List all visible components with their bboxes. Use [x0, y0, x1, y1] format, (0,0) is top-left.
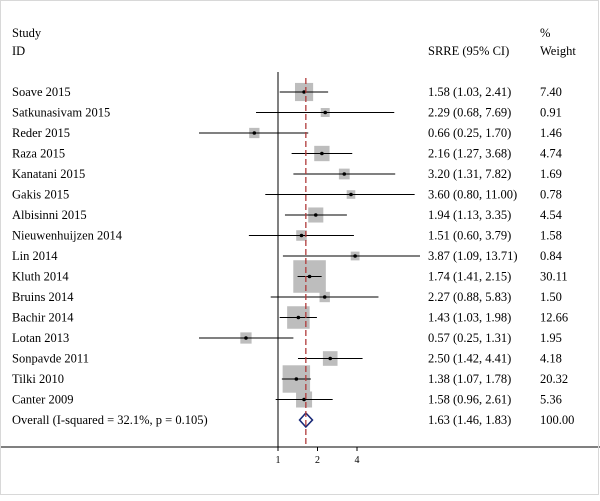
study-point	[296, 315, 301, 320]
study-ci-text: 0.57 (0.25, 1.31)	[428, 331, 511, 345]
study-label: Soave 2015	[12, 85, 71, 99]
study-label: Gakis 2015	[12, 188, 69, 202]
header-effect: SRRE (95% CI)	[428, 44, 509, 58]
study-point	[353, 254, 357, 258]
study-point	[320, 151, 324, 156]
study-weight-text: 30.11	[540, 270, 568, 284]
study-ci-text: 1.74 (1.41, 2.15)	[428, 270, 511, 284]
study-point	[313, 213, 318, 217]
study-weight-text: 0.78	[540, 188, 562, 202]
x-tick-label: 2	[315, 455, 320, 466]
study-label: Kluth 2014	[12, 270, 69, 284]
study-label: Lotan 2013	[12, 331, 69, 345]
study-ci-text: 1.94 (1.13, 3.35)	[428, 208, 511, 222]
study-weight-text: 1.95	[540, 331, 562, 345]
study-weight-text: 0.91	[540, 106, 562, 120]
study-label: Albisinni 2015	[12, 208, 87, 222]
study-ci-text: 1.43 (1.03, 1.98)	[428, 311, 511, 325]
study-ci-text: 3.87 (1.09, 13.71)	[428, 249, 518, 263]
study-weight-text: 0.84	[540, 249, 563, 263]
study-point	[328, 356, 333, 361]
overall-weight-text: 100.00	[540, 413, 574, 427]
study-point	[323, 110, 328, 115]
study-weight-text: 1.50	[540, 290, 562, 304]
study-label: Lin 2014	[12, 249, 58, 263]
study-ci-text: 3.20 (1.31, 7.82)	[428, 167, 511, 181]
study-ci-text: 2.16 (1.27, 3.68)	[428, 147, 511, 161]
study-label: Tilki 2010	[12, 372, 64, 386]
study-ci-text: 1.58 (1.03, 2.41)	[428, 85, 511, 99]
overall-label: Overall (I-squared = 32.1%, p = 0.105)	[12, 413, 208, 427]
study-label: Kanatani 2015	[12, 167, 85, 181]
study-label: Nieuwenhuijzen 2014	[12, 229, 123, 243]
study-point	[302, 397, 306, 402]
study-point	[307, 274, 312, 279]
header-percent: %	[540, 26, 550, 40]
study-weight-text: 4.74	[540, 147, 563, 161]
header-weight: Weight	[540, 44, 576, 58]
study-weight-text: 5.36	[540, 393, 562, 407]
study-point	[252, 131, 257, 135]
study-ci-text: 2.50 (1.42, 4.41)	[428, 352, 511, 366]
header-study: Study	[12, 26, 42, 40]
study-weight-text: 1.69	[540, 167, 562, 181]
header-id: ID	[12, 44, 25, 58]
study-point	[294, 377, 299, 381]
study-point	[299, 233, 304, 238]
study-weight-text: 4.54	[540, 208, 563, 222]
x-tick-label: 1	[276, 455, 281, 466]
study-ci-text: 1.58 (0.96, 2.61)	[428, 393, 511, 407]
study-ci-text: 1.38 (1.07, 1.78)	[428, 372, 511, 386]
study-weight-text: 12.66	[540, 311, 568, 325]
study-ci-text: 3.60 (0.80, 11.00)	[428, 188, 517, 202]
study-label: Sonpavde 2011	[12, 352, 89, 366]
study-ci-text: 2.29 (0.68, 7.69)	[428, 106, 511, 120]
overall-ci-text: 1.63 (1.46, 1.83)	[428, 413, 511, 427]
study-rows: Soave 2015 1.58 (1.03, 2.41) 7.40 Satkunasi…	[12, 82, 574, 429]
study-weight-text: 1.58	[540, 229, 562, 243]
study-point	[244, 336, 248, 340]
x-tick-label: 4	[355, 455, 360, 466]
study-label: Satkunasivam 2015	[12, 106, 110, 120]
study-label: Raza 2015	[12, 147, 65, 161]
study-weight-text: 20.32	[540, 372, 568, 386]
study-point	[322, 295, 327, 299]
study-weight-text: 1.46	[540, 126, 562, 140]
study-ci-text: 2.27 (0.88, 5.83)	[428, 290, 511, 304]
study-point	[342, 172, 347, 176]
study-label: Bruins 2014	[12, 290, 74, 304]
study-label: Reder 2015	[12, 126, 70, 140]
study-point	[349, 192, 353, 197]
study-label: Bachir 2014	[12, 311, 74, 325]
study-weight-text: 4.18	[540, 352, 562, 366]
study-ci-text: 1.51 (0.60, 3.79)	[428, 229, 511, 243]
study-point	[302, 90, 306, 94]
x-axis: 1 2 4	[0, 72, 600, 466]
study-label: Canter 2009	[12, 393, 73, 407]
study-ci-text: 0.66 (0.25, 1.70)	[428, 126, 511, 140]
study-weight-text: 7.40	[540, 85, 562, 99]
